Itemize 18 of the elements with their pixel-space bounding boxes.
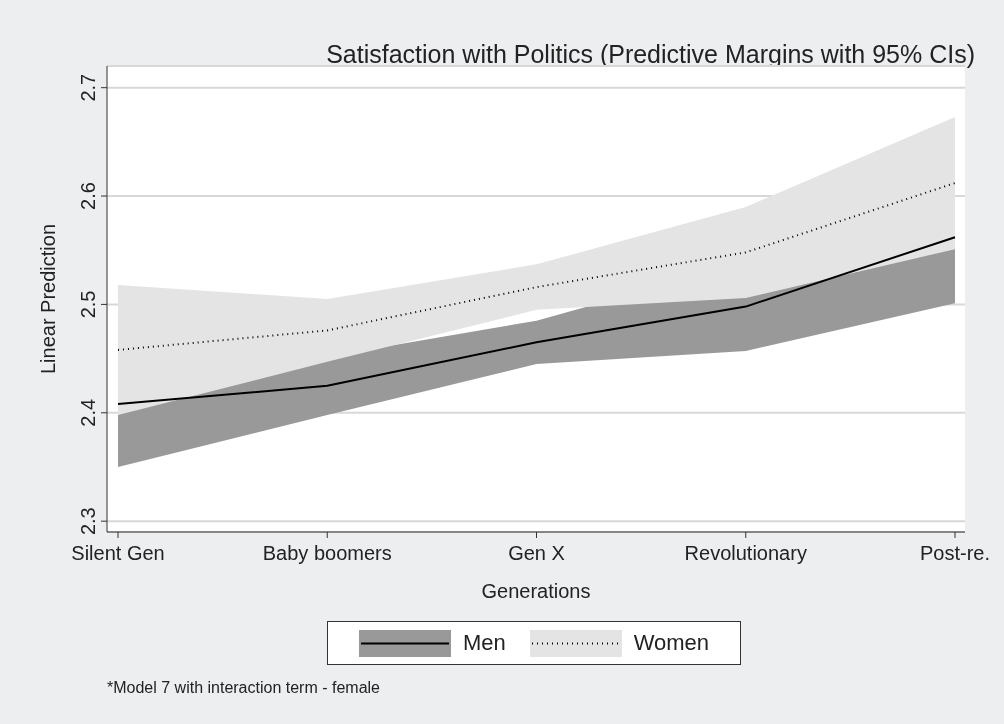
y-tick-label: 2.3 <box>77 507 99 536</box>
line-series <box>117 182 956 351</box>
x-axis-title: Generations <box>481 580 591 602</box>
x-tick-label: Baby boomers <box>262 542 392 564</box>
x-tick-label: Gen X <box>508 542 565 564</box>
y-tick-label: 2.4 <box>77 398 99 427</box>
line-series <box>117 236 956 406</box>
x-tick-label: Post-re. <box>919 542 991 564</box>
legend-label: Women <box>633 630 710 656</box>
x-tick-label: Silent Gen <box>71 542 165 564</box>
y-tick-label: 2.6 <box>77 182 99 210</box>
y-tick-label: 2.7 <box>77 73 99 102</box>
y-tick-label: 2.5 <box>77 290 99 319</box>
y-axis-title: Linear Prediction <box>37 223 60 375</box>
chart-title: Satisfaction with Politics (Predictive Margins with 95% CIs) <box>325 40 975 69</box>
legend-label: Men <box>462 630 506 656</box>
text: *Model 7 with interaction term - female <box>107 679 380 697</box>
x-tick-label: Revolutionary <box>684 542 807 564</box>
